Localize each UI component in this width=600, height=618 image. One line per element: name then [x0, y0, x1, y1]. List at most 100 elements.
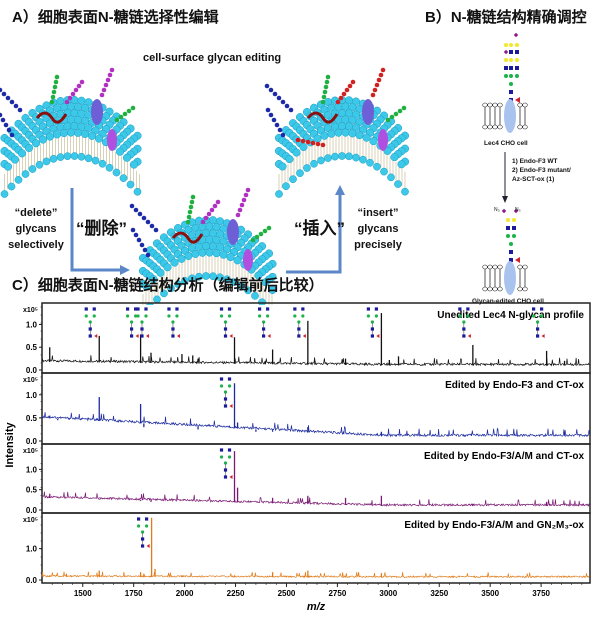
glycan-chain	[243, 192, 249, 198]
mannose-icon	[223, 390, 228, 394]
mannose-icon	[462, 320, 466, 324]
lipid-head	[63, 152, 72, 161]
mannose-icon	[219, 384, 224, 388]
delete-arrow	[70, 188, 120, 272]
glycan-structure-icon	[136, 307, 149, 338]
glcnac-icon	[219, 448, 224, 452]
mass-spectra-chart: 0.0 0.5 1.0 x10⁵ Unedited Lec4 N-glycan prof…	[4, 302, 591, 613]
lipid-head	[369, 137, 378, 146]
galactose-icon	[515, 43, 519, 47]
glycan-chain	[130, 105, 136, 111]
y-tick-label: 1.0	[26, 465, 38, 474]
mannose-icon	[466, 314, 470, 318]
lipid-head	[292, 148, 301, 157]
glycan-chain	[321, 94, 327, 100]
mannose-icon	[92, 314, 96, 318]
glycan-chain	[258, 231, 264, 237]
mannose-icon	[262, 320, 266, 324]
insert-glycans-label: “insert” glycans precisely	[348, 205, 408, 253]
glcnac-icon	[223, 397, 228, 401]
lipid-head	[163, 263, 172, 272]
y-multiplier-label: x10⁵	[23, 448, 38, 455]
mannose-icon	[509, 74, 513, 78]
glycan-chain	[109, 67, 115, 73]
glycan-chain	[206, 211, 212, 217]
lipid-head	[334, 128, 343, 137]
lipid-head	[0, 190, 9, 198]
lipid-head	[223, 275, 231, 284]
glycan-chain	[142, 247, 148, 253]
mannose-icon	[175, 314, 179, 318]
panel-b-title: B）N-糖链结构精确调控	[425, 9, 587, 26]
glycan-chain	[0, 87, 3, 93]
glcnac-icon	[171, 334, 175, 338]
glycan-chain	[322, 89, 328, 95]
lipid-head	[299, 142, 308, 152]
glcnac-icon	[223, 334, 228, 338]
glcnac-icon	[223, 468, 228, 472]
galactose-icon	[512, 218, 516, 222]
lipid-head	[401, 187, 409, 196]
mannose-icon	[227, 314, 232, 318]
glycan-chain	[53, 79, 59, 85]
lipid-head	[366, 158, 374, 167]
glycan-chain	[393, 111, 399, 117]
glycan-chain	[397, 108, 403, 114]
glycan-chain	[114, 117, 120, 123]
lipid-head	[156, 268, 165, 277]
mannose-icon	[515, 74, 519, 78]
glycan-chain	[350, 79, 356, 85]
lipid-head	[517, 124, 523, 130]
glcnac-icon	[129, 327, 134, 331]
lipid-head	[70, 152, 79, 160]
glycan-chain	[49, 99, 55, 105]
fucose-icon	[302, 334, 306, 338]
fucose-icon	[229, 404, 233, 408]
membrane-protein-icon	[227, 219, 239, 245]
cell-after-label: Glycan-edited CHO cell	[472, 298, 544, 305]
glycan-chain	[323, 84, 329, 90]
lipid-head	[129, 160, 139, 169]
glycan-structure-icon	[293, 307, 306, 338]
panel-a-title: A）细胞表面N-糖链选择性编辑	[12, 9, 219, 26]
galactose-icon	[504, 43, 508, 47]
lipid-head	[522, 102, 528, 108]
glycan-chain	[338, 95, 344, 101]
glycan-chain	[203, 215, 209, 221]
lipid-head	[77, 152, 86, 161]
glcnac-icon	[141, 544, 145, 548]
lipid-head	[275, 190, 283, 198]
glcnac-icon	[506, 226, 510, 230]
x-tick-label: 2750	[328, 589, 346, 598]
lipid-head	[10, 155, 20, 164]
lipid-head	[331, 152, 339, 161]
lipid-head	[278, 162, 287, 171]
y-tick-label: 0.5	[26, 486, 38, 495]
glcnac-icon	[509, 66, 513, 70]
lipid-head	[119, 174, 128, 182]
y-tick-label: 1.0	[26, 391, 38, 400]
glycan-chain	[101, 87, 107, 93]
inserted-glycan	[305, 139, 311, 145]
glcnac-icon	[540, 307, 544, 311]
x-tick-label: 3000	[379, 589, 397, 598]
galactose-icon	[504, 58, 508, 62]
glycan-structure-icon	[366, 307, 380, 338]
glycan-chain	[385, 117, 391, 123]
lipid-head	[73, 128, 83, 137]
inserted-glycan	[315, 141, 321, 147]
glcnac-icon	[137, 517, 141, 521]
lipid-head	[296, 169, 304, 178]
sialic-acid-icon	[503, 49, 509, 55]
lipid-head	[289, 175, 297, 184]
membrane-protein-icon	[243, 249, 253, 271]
treatment-steps: 1) Endo-F3 WT 2) Endo-F3 mutant/ Az-SCT-…	[512, 157, 571, 184]
lipid-head	[191, 249, 200, 258]
lipid-head	[324, 154, 332, 162]
glycan-chain	[17, 107, 23, 113]
glycan-chain	[103, 82, 109, 88]
glycan-structure-icon	[125, 307, 139, 338]
y-axis-label: Intensity	[4, 422, 16, 468]
glcnac-icon	[140, 327, 144, 331]
lipid-head	[341, 128, 350, 137]
